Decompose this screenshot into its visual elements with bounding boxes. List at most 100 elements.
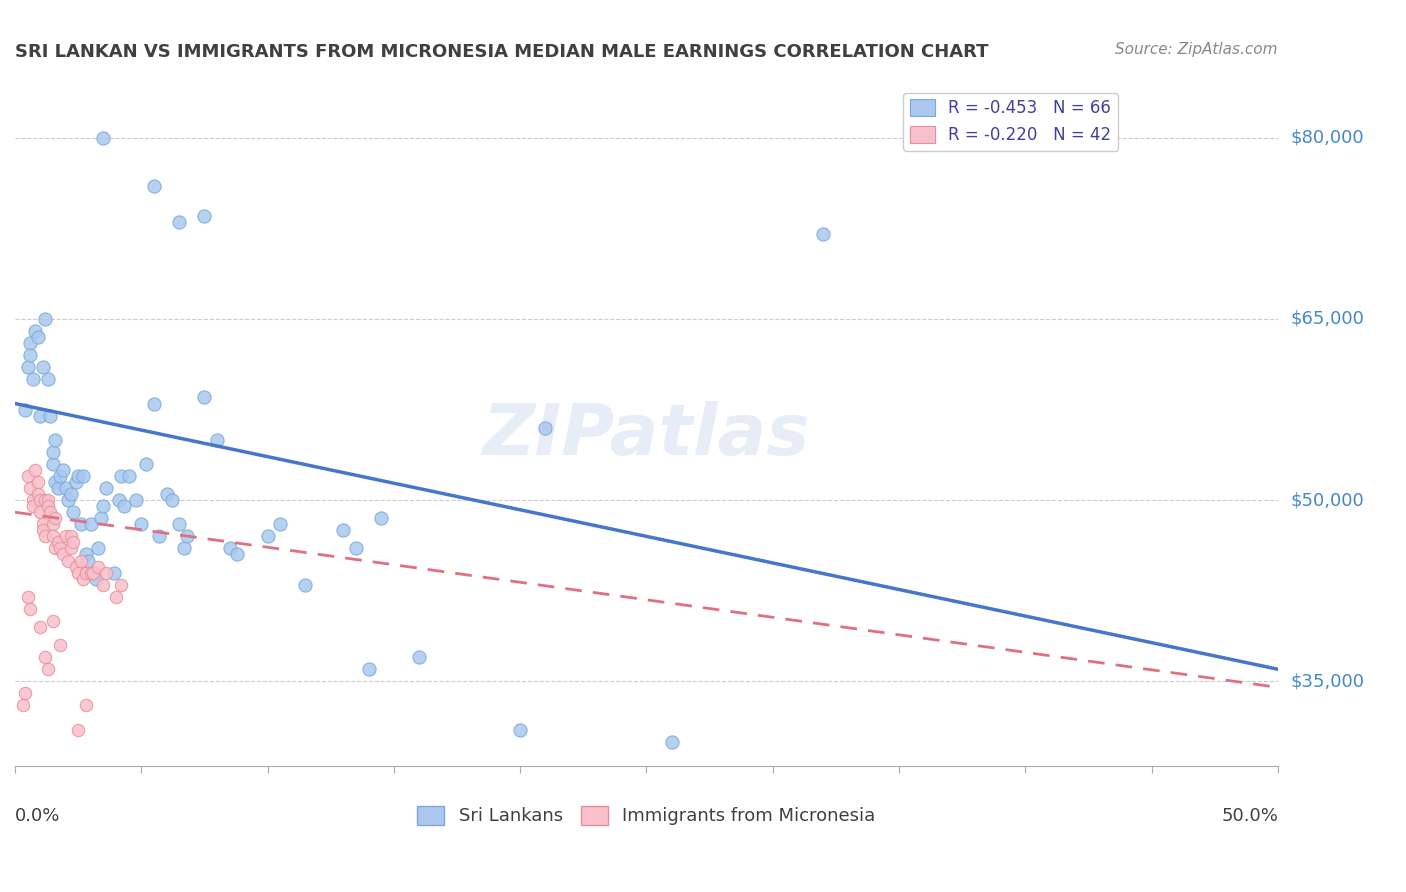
Point: [39, 505, 62, 519]
Point: [67, 723, 90, 737]
Point: [167, 215, 190, 229]
Point: [93, 577, 115, 591]
Point: [112, 499, 135, 513]
Point: [31, 524, 53, 538]
Point: [24, 463, 46, 477]
Point: [31, 360, 53, 375]
Point: [110, 469, 132, 483]
Point: [193, 209, 215, 223]
Text: $50,000: $50,000: [1291, 491, 1364, 509]
Text: 50.0%: 50.0%: [1220, 807, 1278, 825]
Point: [105, 590, 128, 604]
Point: [77, 553, 100, 567]
Point: [118, 469, 141, 483]
Point: [69, 553, 91, 567]
Point: [34, 529, 56, 543]
Point: [46, 481, 69, 495]
Point: [69, 517, 91, 532]
Point: [17, 469, 39, 483]
Point: [42, 445, 65, 459]
Point: [21, 499, 44, 513]
Point: [65, 559, 87, 574]
Point: [59, 487, 82, 501]
Point: [84, 572, 107, 586]
Point: [93, 130, 115, 145]
Point: [75, 548, 97, 562]
Point: [18, 481, 41, 495]
Text: $65,000: $65,000: [1291, 310, 1364, 328]
Text: ZIPatlas: ZIPatlas: [482, 401, 810, 470]
Point: [125, 493, 148, 508]
Point: [370, 511, 392, 525]
Point: [142, 396, 165, 410]
Point: [193, 391, 215, 405]
Point: [30, 620, 52, 634]
Point: [56, 493, 79, 508]
Text: Source: ZipAtlas.com: Source: ZipAtlas.com: [1115, 42, 1278, 57]
Point: [56, 553, 79, 567]
Point: [294, 577, 316, 591]
Point: [94, 481, 117, 495]
Point: [30, 505, 52, 519]
Legend: Sri Lankans, Immigrants from Micronesia: Sri Lankans, Immigrants from Micronesia: [411, 799, 883, 832]
Point: [27, 475, 49, 489]
Point: [55, 529, 77, 543]
Point: [129, 517, 152, 532]
Point: [34, 650, 56, 665]
Point: [226, 548, 249, 562]
Point: [87, 559, 110, 574]
Point: [75, 566, 97, 580]
Point: [27, 330, 49, 344]
Point: [39, 409, 62, 423]
Point: [103, 566, 125, 580]
Point: [37, 662, 59, 676]
Point: [148, 529, 170, 543]
Point: [52, 548, 75, 562]
Point: [82, 566, 104, 580]
Point: [218, 541, 240, 556]
Point: [509, 723, 531, 737]
Point: [93, 499, 115, 513]
Point: [67, 566, 90, 580]
Point: [42, 529, 65, 543]
Point: [21, 372, 44, 386]
Point: [160, 493, 183, 508]
Point: [59, 529, 82, 543]
Point: [37, 372, 59, 386]
Point: [30, 493, 52, 508]
Point: [49, 469, 72, 483]
Point: [59, 541, 82, 556]
Text: $35,000: $35,000: [1291, 673, 1365, 690]
Point: [332, 524, 354, 538]
Point: [72, 572, 94, 586]
Point: [17, 360, 39, 375]
Point: [30, 409, 52, 423]
Point: [357, 662, 380, 676]
Point: [176, 529, 198, 543]
Text: SRI LANKAN VS IMMIGRANTS FROM MICRONESIA MEDIAN MALE EARNINGS CORRELATION CHART: SRI LANKAN VS IMMIGRANTS FROM MICRONESIA…: [15, 43, 988, 61]
Point: [18, 602, 41, 616]
Point: [344, 541, 367, 556]
Point: [408, 650, 430, 665]
Point: [205, 433, 228, 447]
Point: [37, 493, 59, 508]
Point: [534, 420, 557, 434]
Point: [18, 348, 41, 362]
Point: [80, 517, 103, 532]
Point: [44, 541, 66, 556]
Point: [107, 493, 129, 508]
Point: [49, 541, 72, 556]
Point: [44, 511, 66, 525]
Point: [67, 469, 90, 483]
Point: [80, 566, 103, 580]
Point: [173, 541, 195, 556]
Point: [167, 517, 190, 532]
Point: [49, 638, 72, 652]
Point: [256, 529, 278, 543]
Point: [72, 469, 94, 483]
Point: [42, 614, 65, 628]
Point: [87, 541, 110, 556]
Point: [42, 457, 65, 471]
Point: [269, 517, 291, 532]
Point: [18, 336, 41, 351]
